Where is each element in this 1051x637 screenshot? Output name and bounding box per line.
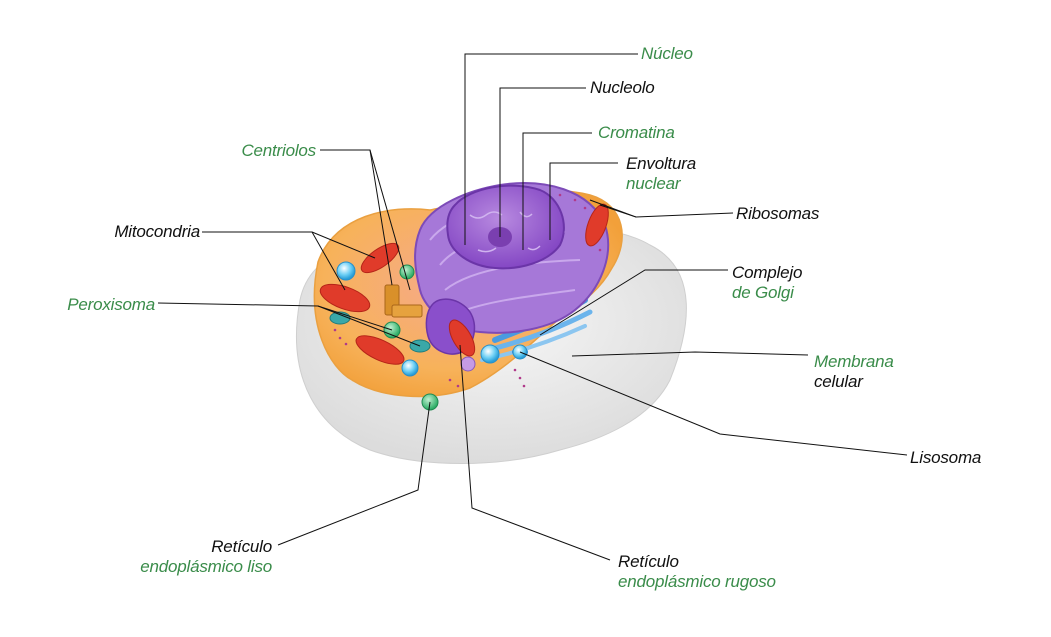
label-membrana-line2: celular bbox=[814, 372, 863, 391]
label-rel-line2: endoplásmico liso bbox=[140, 557, 272, 576]
leader-nucleolo bbox=[499, 87, 586, 237]
nucleus-group bbox=[414, 182, 610, 355]
label-golgi-line1: Complejo bbox=[732, 263, 803, 282]
leader-lisosoma bbox=[519, 351, 908, 456]
leader-golgi bbox=[539, 269, 728, 336]
label-reticulo-rugoso: Retículo endoplásmico rugoso bbox=[618, 552, 776, 592]
label-mitocondria: Mitocondria bbox=[114, 222, 200, 241]
leader-rel bbox=[277, 401, 431, 546]
label-nucleolo: Nucleolo bbox=[590, 78, 655, 97]
label-peroxisoma: Peroxisoma bbox=[67, 295, 155, 314]
leader-rer bbox=[459, 344, 611, 561]
leader-membrana bbox=[571, 351, 809, 357]
label-membrana-line1: Membrana bbox=[814, 352, 894, 371]
label-rel-line1: Retículo bbox=[211, 537, 272, 556]
label-envoltura-line2: nuclear bbox=[626, 174, 681, 193]
lysosomes bbox=[336, 261, 528, 377]
label-complejo-golgi: Complejo de Golgi bbox=[732, 263, 802, 303]
label-golgi-line2: de Golgi bbox=[732, 283, 794, 302]
label-rer-line2: endoplásmico rugoso bbox=[618, 572, 776, 591]
chromatin bbox=[469, 211, 541, 253]
leader-nucleo bbox=[464, 53, 638, 245]
ribosomes bbox=[333, 193, 602, 388]
leader-envoltura bbox=[549, 162, 618, 240]
label-envoltura-line1: Envoltura bbox=[626, 154, 697, 173]
label-ribosomas: Ribosomas bbox=[736, 204, 820, 223]
label-membrana-celular: Membrana celular bbox=[814, 352, 894, 392]
label-envoltura-nuclear: Envoltura nuclear bbox=[626, 154, 696, 194]
label-rer-line1: Retículo bbox=[618, 552, 679, 571]
mitochondria bbox=[319, 203, 609, 365]
label-nucleo: Núcleo bbox=[641, 44, 693, 63]
leader-cromatina bbox=[522, 132, 592, 250]
label-reticulo-liso: Retículo endoplásmico liso bbox=[100, 537, 272, 577]
label-cromatina: Cromatina bbox=[598, 123, 675, 142]
label-centriolos: Centriolos bbox=[241, 141, 316, 160]
leader-lines bbox=[157, 53, 908, 561]
label-lisosoma: Lisosoma bbox=[910, 448, 982, 467]
